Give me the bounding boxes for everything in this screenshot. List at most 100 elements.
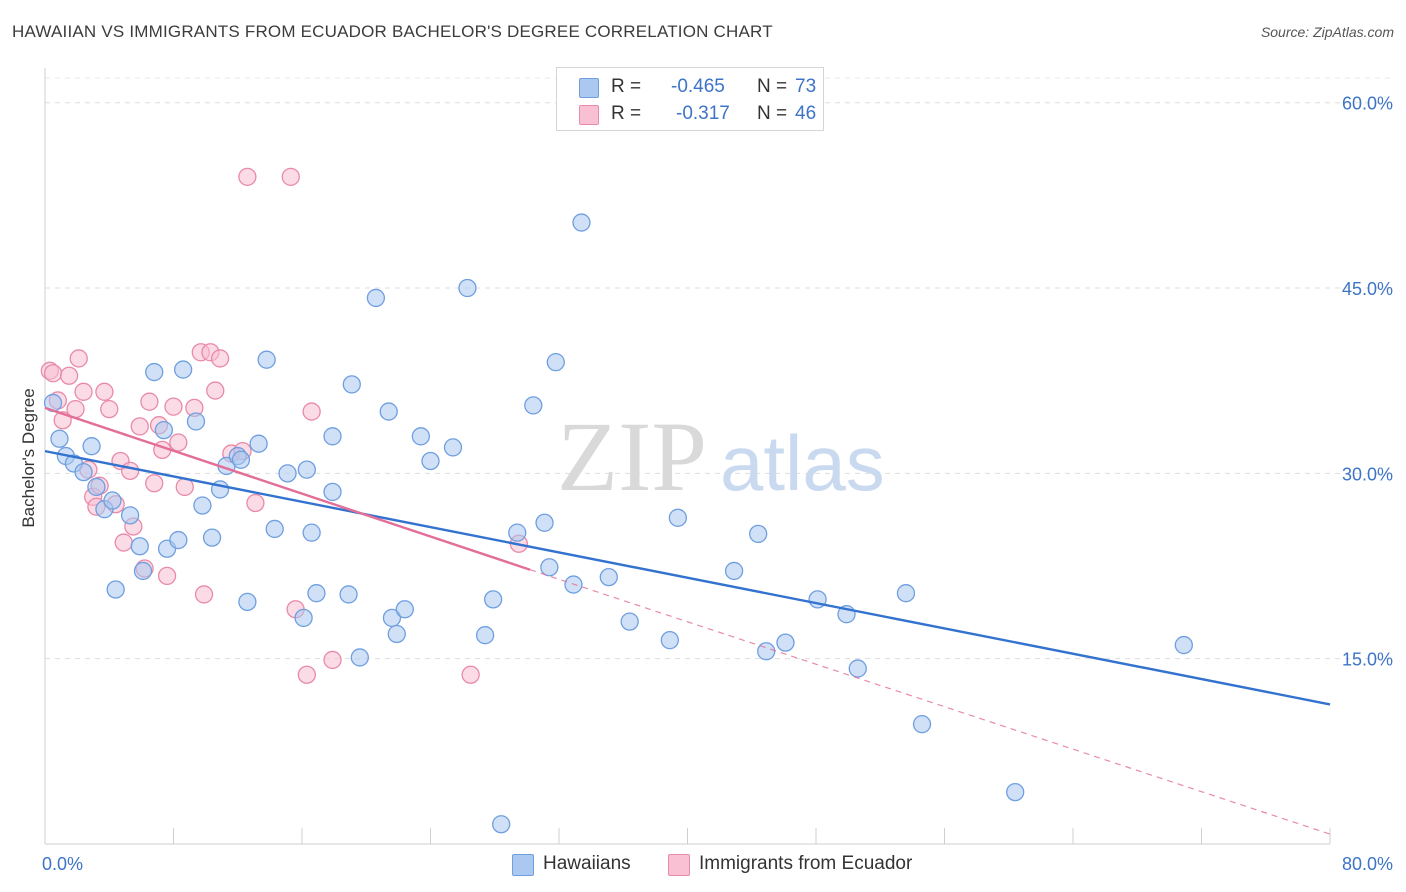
ecuador-point xyxy=(246,493,265,513)
ecuador-point xyxy=(145,474,164,493)
ecuador-point xyxy=(157,566,177,586)
r-label: R = xyxy=(611,76,642,97)
hawaiians-point xyxy=(130,537,149,556)
hawaiians-point xyxy=(106,580,125,599)
hawaiians-point xyxy=(202,528,222,547)
trend-lines xyxy=(44,406,1331,835)
ecuador-point xyxy=(74,382,93,401)
n-value: 73 xyxy=(795,76,817,97)
hawaiians-point xyxy=(257,350,276,369)
ecuador-point xyxy=(323,650,342,670)
ecuador-point xyxy=(59,366,79,385)
hawaiians-point xyxy=(323,427,342,446)
y-tick-label: 60.0% xyxy=(1342,94,1393,114)
hawaiians-legend-swatch xyxy=(512,854,534,876)
x-tick-label: 80.0% xyxy=(1342,854,1393,874)
r-value: -0.465 xyxy=(671,76,725,97)
hawaiians-point xyxy=(524,396,543,415)
r-value: -0.317 xyxy=(676,103,730,124)
hawaiians-point xyxy=(145,362,164,382)
hawaiians-point xyxy=(492,815,511,834)
hawaiians-point xyxy=(323,482,342,502)
chart-title: HAWAIIAN VS IMMIGRANTS FROM ECUADOR BACH… xyxy=(12,22,773,41)
hawaiians-point xyxy=(265,519,284,539)
hawaiians-swatch xyxy=(579,78,599,98)
legend-label: Immigrants from Ecuador xyxy=(699,853,913,874)
hawaiians-point xyxy=(302,523,321,542)
ecuador-point xyxy=(238,167,257,186)
hawaiians-point xyxy=(74,462,93,482)
ecuador-trend-extension xyxy=(529,569,1331,835)
hawaiians-point xyxy=(350,648,369,667)
hawaiians-point xyxy=(668,508,688,527)
hawaiians-point xyxy=(231,450,251,469)
hawaiians-point xyxy=(169,530,188,550)
watermark-atlas: atlas xyxy=(720,419,885,507)
stats-box: R = -0.465 N = 73 R = -0.317 N = 46 xyxy=(556,67,824,131)
x-tick-label: 0.0% xyxy=(42,854,83,874)
hawaiians-trend-line xyxy=(44,449,1331,706)
hawaiians-point xyxy=(307,584,326,603)
ecuador-point xyxy=(95,382,114,401)
hawaiians-point xyxy=(339,585,358,604)
ecuador-point xyxy=(297,665,316,684)
hawaiians-point xyxy=(249,434,268,453)
grid-lines xyxy=(45,77,1395,660)
hawaiians-point xyxy=(535,513,554,532)
hawaiians-point xyxy=(342,375,361,394)
n-value: 46 xyxy=(795,103,817,124)
hawaiians-point xyxy=(599,567,618,587)
y-tick-label: 45.0% xyxy=(1342,279,1393,299)
hawaiians-point xyxy=(154,420,174,440)
legend: Hawaiians Immigrants from Ecuador xyxy=(0,852,1406,878)
watermark-zip: ZIP xyxy=(557,401,707,512)
hawaiians-point xyxy=(186,412,206,431)
hawaiians-point xyxy=(749,524,768,544)
hawaiians-point xyxy=(193,496,212,515)
hawaiians-point xyxy=(1174,635,1193,655)
hawaiians-point xyxy=(103,491,122,510)
hawaiians-point xyxy=(50,429,69,448)
hawaiians-point xyxy=(458,278,477,298)
data-points xyxy=(40,167,1193,834)
hawaiians-point xyxy=(82,437,101,456)
ecuador-point xyxy=(169,433,188,452)
hawaiians-point xyxy=(411,427,431,446)
hawaiians-point xyxy=(572,213,591,232)
ecuador-point xyxy=(302,402,321,421)
hawaiians-point xyxy=(540,558,559,577)
hawaiians-point xyxy=(896,584,916,603)
n-label: N = xyxy=(757,76,788,97)
hawaiians-point xyxy=(475,626,495,645)
ecuador-point xyxy=(210,349,230,368)
hawaiians-point xyxy=(757,642,776,661)
hawaiians-point xyxy=(848,659,867,678)
hawaiians-point xyxy=(546,353,565,372)
axes xyxy=(44,68,1331,845)
hawaiians-point xyxy=(120,506,140,525)
legend-label: Hawaiians xyxy=(543,853,631,874)
ecuador-point xyxy=(281,167,300,186)
hawaiians-point xyxy=(87,477,106,497)
hawaiians-point xyxy=(776,633,795,652)
y-axis-label: Bachelor's Degree xyxy=(19,388,38,527)
ecuador-point xyxy=(194,585,214,604)
hawaiians-point xyxy=(366,288,386,308)
hawaiians-point xyxy=(387,624,406,644)
y-tick-label: 15.0% xyxy=(1342,650,1393,670)
ecuador-point xyxy=(120,461,140,481)
hawaiians-point xyxy=(1006,782,1025,802)
watermark: ZIP atlas xyxy=(557,401,885,512)
ecuador-point xyxy=(164,397,183,416)
n-label: N = xyxy=(757,103,788,124)
hawaiians-point xyxy=(379,402,398,421)
hawaiians-point xyxy=(421,451,440,471)
ecuador-point xyxy=(461,665,480,684)
hawaiians-point xyxy=(238,592,257,611)
hawaiians-point xyxy=(508,523,527,542)
hawaiians-point xyxy=(483,590,503,609)
hawaiians-point xyxy=(395,600,414,619)
source-label: Source: ZipAtlas.com xyxy=(1260,24,1394,40)
hawaiians-point xyxy=(660,630,679,650)
